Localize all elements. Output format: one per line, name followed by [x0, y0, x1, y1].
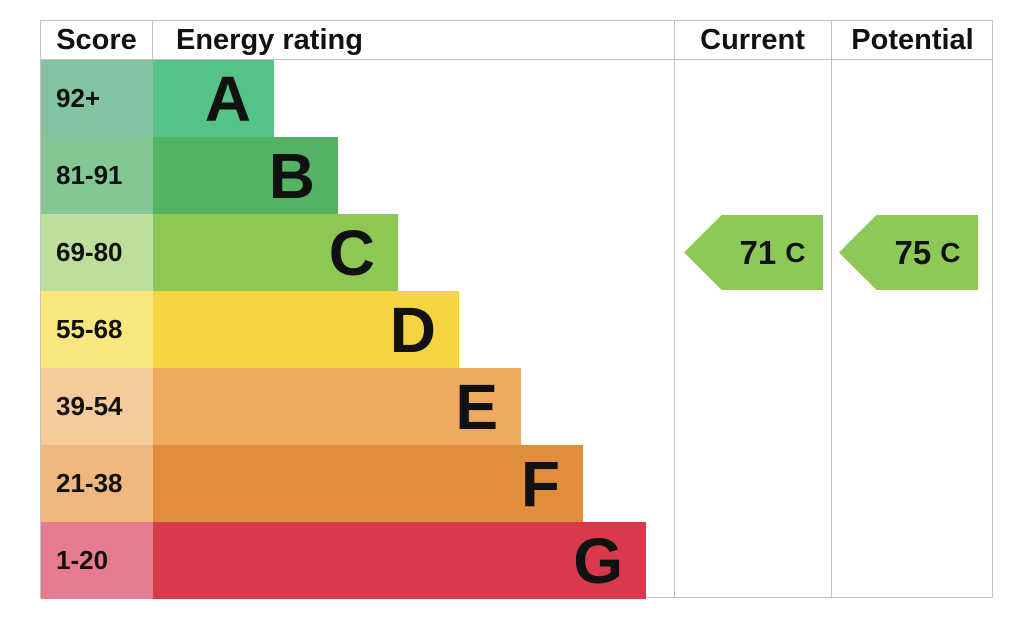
band-grade-letter: E — [455, 370, 498, 443]
band-rating-bar: E — [153, 368, 521, 445]
epc-table-frame: Score Energy rating Current Potential 92… — [40, 20, 993, 599]
band-grade-letter: B — [268, 139, 315, 212]
band-score-range: 21-38 — [41, 445, 153, 522]
band-grade-letter: G — [573, 524, 623, 597]
current-rating-value: 71 — [739, 234, 777, 271]
score-column-header: Score — [41, 21, 153, 60]
band-row: 21-38 F — [41, 445, 992, 522]
band-rating-bar: B — [153, 137, 338, 214]
band-grade-letter: F — [520, 447, 560, 520]
potential-rating-value: 75 — [894, 234, 932, 271]
current-column-divider — [674, 21, 675, 597]
band-score-range: 81-91 — [41, 137, 153, 214]
band-grade-letter: C — [328, 216, 375, 289]
band-rating-bar: C — [153, 214, 398, 291]
band-score-range: 55-68 — [41, 291, 153, 368]
band-rating-bar: D — [153, 291, 459, 368]
current-column-header: Current — [700, 24, 805, 56]
header-row: Score Energy rating Current Potential — [41, 21, 992, 60]
band-grade-letter: A — [204, 62, 251, 135]
potential-column-divider — [831, 21, 832, 597]
band-rating-bar: G — [153, 522, 646, 599]
band-score-range: 92+ — [41, 60, 153, 137]
band-score-range: 39-54 — [41, 368, 153, 445]
band-row: 69-80 C — [41, 214, 992, 291]
band-row: 92+ A — [41, 60, 992, 137]
band-rating-bar: F — [153, 445, 583, 522]
band-score-range: 1-20 — [41, 522, 153, 599]
band-grade-letter: D — [389, 293, 436, 366]
band-rating-bar: A — [153, 60, 274, 137]
current-rating-band-letter: C — [785, 236, 806, 268]
band-score-range: 69-80 — [41, 214, 153, 291]
potential-rating-band-letter: C — [940, 236, 961, 268]
band-row: 81-91 B — [41, 137, 992, 214]
band-row: 1-20 G — [41, 522, 992, 599]
band-row: 39-54 E — [41, 368, 992, 445]
potential-column-header: Potential — [851, 24, 974, 56]
band-row: 55-68 D — [41, 291, 992, 368]
energy-rating-column-header: Energy rating — [176, 24, 363, 56]
